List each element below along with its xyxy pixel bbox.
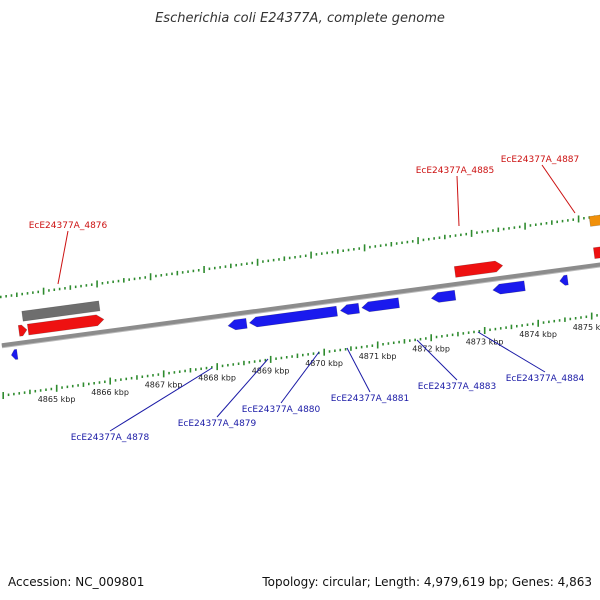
axis-tick-labels: 4865 kbp 4866 kbp 4867 kbp 4868 kbp 4869 kbp… (38, 323, 600, 404)
reverse-gene-arrow[interactable] (492, 280, 526, 295)
label-leader-line (346, 347, 371, 393)
forward-gene-arrow[interactable] (17, 324, 28, 337)
forward-gene-arrow[interactable] (593, 246, 600, 259)
inner-tick-track (2, 312, 598, 400)
map-title: Escherichia coli E24377A, complete genom… (155, 11, 445, 26)
forward-gene-arrow[interactable] (26, 314, 105, 336)
reverse-gene-arrow[interactable] (430, 289, 457, 303)
backbone-line (1, 262, 600, 348)
tick-label: 4868 kbp (198, 374, 236, 383)
reverse-gene-arrow[interactable] (339, 302, 360, 315)
tick-label: 4875 kbp (573, 323, 600, 332)
rna-gene-box[interactable] (588, 214, 600, 227)
label-leader-line (416, 339, 458, 381)
tick-label: 4871 kbp (359, 352, 397, 361)
gene-label[interactable]: EcE24377A_4881 (331, 394, 410, 404)
tick-label: 4865 kbp (38, 395, 76, 404)
tick-label: 4873 kbp (466, 337, 504, 346)
pseudo-gene-box[interactable] (21, 300, 101, 322)
gene-label[interactable]: EcE24377A_4887 (501, 155, 580, 165)
genome-backbone (1, 262, 600, 349)
label-leader-line (280, 351, 320, 404)
reverse-gene-arrow[interactable] (10, 348, 19, 360)
reverse-gene-arrow[interactable] (559, 274, 569, 286)
gene-label[interactable]: EcE24377A_4879 (178, 419, 257, 429)
label-leader-line (456, 175, 460, 227)
gene-label[interactable]: EcE24377A_4885 (416, 166, 495, 176)
outer-tick-track (0, 214, 600, 299)
tick-label: 4872 kbp (412, 345, 450, 354)
reverse-gene-arrow[interactable] (361, 297, 400, 313)
gene-label[interactable]: EcE24377A_4884 (506, 374, 585, 384)
tick-label: 4869 kbp (252, 366, 290, 375)
gene-track (10, 214, 600, 360)
label-leader-line (477, 331, 546, 373)
accession-text: Accession: NC_009801 (8, 575, 144, 589)
gene-label[interactable]: EcE24377A_4883 (418, 382, 497, 392)
tick-label: 4866 kbp (91, 388, 129, 397)
gene-label[interactable]: EcE24377A_4878 (71, 433, 150, 443)
reverse-gene-arrow[interactable] (248, 305, 338, 328)
label-leader-line (57, 230, 69, 285)
label-leader-line (216, 358, 269, 418)
gene-label[interactable]: EcE24377A_4876 (29, 221, 108, 231)
gene-labels: EcE24377A_4876 EcE24377A_4885 EcE24377A_48… (29, 155, 585, 443)
tick-label: 4870 kbp (305, 359, 343, 368)
genome-summary-text: Topology: circular; Length: 4,979,619 bp… (261, 575, 592, 589)
tick-label: 4867 kbp (145, 381, 183, 390)
forward-gene-arrow[interactable] (453, 260, 504, 278)
gene-label[interactable]: EcE24377A_4880 (242, 405, 321, 415)
label-leader-line (109, 367, 213, 432)
tick-label: 4874 kbp (519, 330, 557, 339)
reverse-gene-arrow[interactable] (227, 318, 248, 331)
label-leader-line (541, 164, 576, 214)
